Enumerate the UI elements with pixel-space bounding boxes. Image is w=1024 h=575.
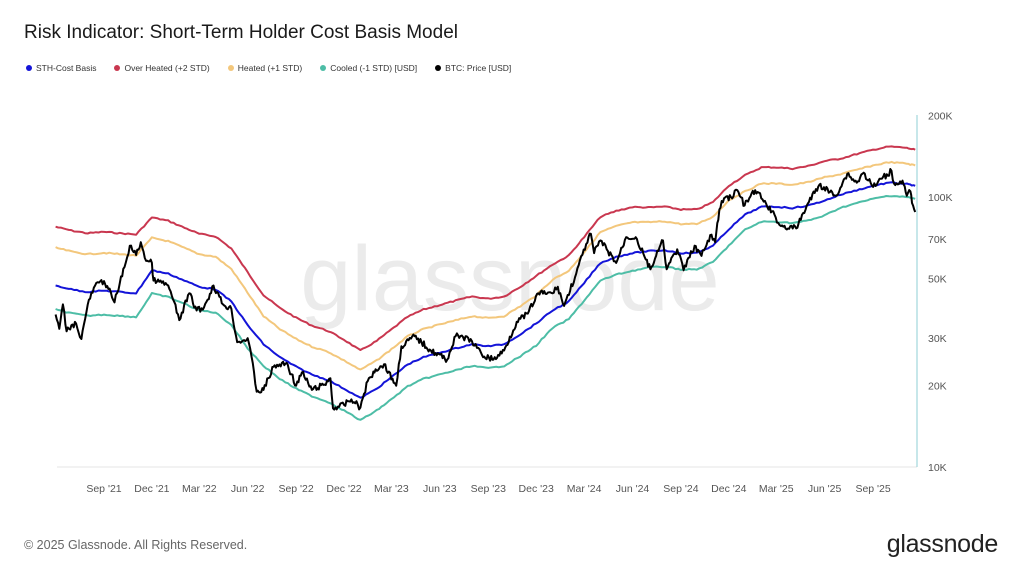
x-tick-label: Mar '22 — [182, 483, 217, 495]
legend-item-over-heated[interactable]: Over Heated (+2 STD) — [114, 63, 210, 73]
legend: STH-Cost Basis Over Heated (+2 STD) Heat… — [26, 63, 529, 73]
y-tick-label: 70K — [928, 234, 947, 246]
chart-title: Risk Indicator: Short-Term Holder Cost B… — [24, 22, 458, 43]
x-tick-label: Sep '25 — [855, 483, 890, 495]
x-tick-label: Dec '24 — [711, 483, 746, 495]
x-tick-label: Dec '23 — [519, 483, 554, 495]
legend-label: Over Heated (+2 STD) — [124, 63, 210, 73]
legend-label: STH-Cost Basis — [36, 63, 97, 73]
x-tick-label: Dec '21 — [134, 483, 169, 495]
x-tick-label: Jun '23 — [423, 483, 457, 495]
glassnode-logo: glassnode — [886, 530, 999, 558]
legend-label: Cooled (-1 STD) [USD] — [330, 63, 418, 73]
x-tick-label: Dec '22 — [326, 483, 361, 495]
x-tick-label: Jun '25 — [808, 483, 842, 495]
x-tick-label: Mar '23 — [374, 483, 409, 495]
copyright-text: © 2025 Glassnode. All Rights Reserved. — [24, 538, 248, 552]
legend-item-heated[interactable]: Heated (+1 STD) — [227, 63, 303, 73]
legend-dot-icon — [435, 65, 442, 71]
y-tick-label: 20K — [928, 381, 947, 393]
series-line-sth-cost-basis — [55, 181, 916, 399]
series-line-heated-1-std — [55, 160, 916, 371]
legend-item-btc-price[interactable]: BTC: Price [USD] — [435, 63, 511, 73]
x-tick-label: Mar '25 — [759, 483, 794, 495]
legend-label: Heated (+1 STD) — [237, 63, 303, 73]
x-tick-label: Sep '23 — [471, 483, 506, 495]
watermark: glassnode — [300, 228, 719, 330]
y-tick-label: 100K — [928, 192, 953, 204]
x-tick-label: Sep '22 — [278, 483, 313, 495]
series-line-over-heated-2-std — [55, 145, 916, 351]
legend-dot-icon — [227, 65, 234, 71]
x-tick-label: Sep '21 — [86, 483, 121, 495]
legend-item-sth-cost-basis[interactable]: STH-Cost Basis — [26, 63, 96, 73]
x-tick-label: Jun '24 — [616, 483, 650, 495]
legend-dot-icon — [114, 65, 121, 71]
x-tick-label: Sep '24 — [663, 483, 698, 495]
legend-dot-icon — [26, 65, 32, 71]
legend-item-cooled[interactable]: Cooled (-1 STD) [USD] — [320, 63, 417, 73]
legend-label: BTC: Price [USD] — [445, 63, 512, 73]
x-tick-label: Jun '22 — [231, 483, 265, 495]
x-tick-label: Mar '24 — [567, 483, 602, 495]
series-line-btc-price — [54, 168, 917, 411]
y-tick-label: 10K — [928, 462, 947, 474]
legend-dot-icon — [320, 65, 327, 71]
y-tick-label: 50K — [928, 273, 947, 285]
y-tick-label: 30K — [928, 333, 947, 345]
y-tick-label: 200K — [928, 111, 953, 123]
